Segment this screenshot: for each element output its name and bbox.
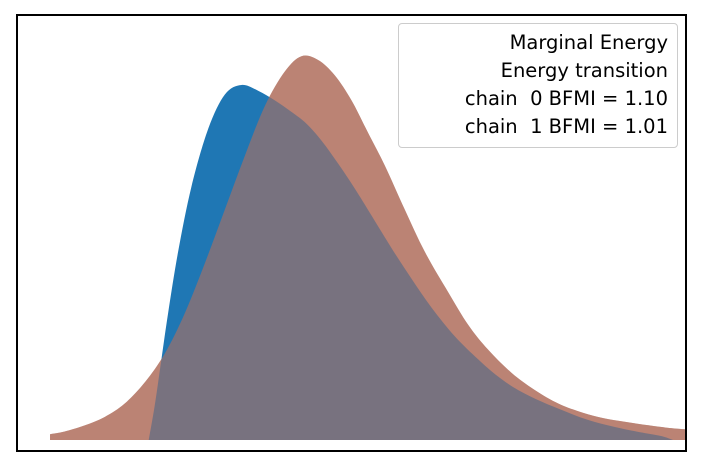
legend-item-chain-1-bfmi: chain 1 BFMI = 1.01 (464, 115, 668, 138)
area-energy-transition-overlay (50, 55, 685, 441)
legend-item-marginal-energy: Marginal Energy (509, 31, 668, 54)
legend-item-chain-0-bfmi: chain 0 BFMI = 1.10 (464, 87, 668, 110)
kde-curves (50, 55, 685, 441)
legend-box: Marginal Energy Energy transition chain … (398, 23, 678, 148)
legend-item-energy-transition: Energy transition (500, 59, 668, 82)
